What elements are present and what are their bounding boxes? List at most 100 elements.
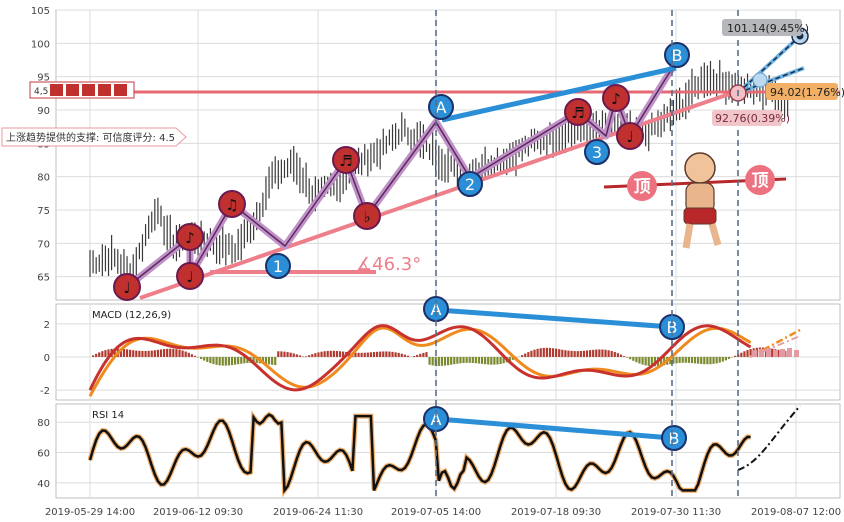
price-tick-label: 75 [37, 206, 50, 217]
rsi-projection [737, 405, 801, 471]
rsi-series [87, 410, 751, 498]
wave-B-marker [664, 42, 690, 68]
macd-projection-bar [766, 348, 771, 357]
rsi-divergence-line [437, 416, 673, 441]
resistance-flag [66, 84, 79, 96]
projection-up-arrow [737, 32, 804, 94]
wave-B-marker-label: B [672, 46, 683, 65]
note-marker [218, 190, 246, 218]
macd-panel: MACD (12,26,9) A B [88, 296, 801, 397]
x-tick-label: 2019-07-30 11:30 [631, 507, 721, 518]
note-glyph: ♬ [339, 152, 352, 170]
price-tick-label: 90 [37, 106, 50, 117]
rsi-tick-label: 60 [37, 449, 50, 460]
x-tick-label: 2019-07-05 14:00 [391, 507, 481, 518]
note-glyph: ♩ [123, 279, 130, 297]
axis-labels: 1051009590858075706520-28060402019-05-29… [31, 6, 841, 518]
support-label-box [1, 127, 187, 147]
note-glyph: ♫ [225, 196, 238, 214]
figure-shorts [683, 207, 717, 225]
resistance-label: 4,5 [34, 87, 48, 97]
macd-series [88, 324, 789, 397]
note-marker [113, 273, 141, 301]
macd-tick-label: 2 [44, 320, 50, 331]
note-glyph: ♪ [611, 90, 621, 108]
top-badge-label: 顶 [752, 171, 769, 191]
figure-head [684, 152, 716, 184]
wave-3-marker-label: 3 [592, 143, 602, 162]
note-marker [176, 223, 204, 251]
angle-label: ∡46.3° [356, 254, 421, 275]
note-glyph: ♩ [626, 128, 633, 146]
macd-tick-label: 0 [44, 353, 50, 364]
wave-A-marker [428, 94, 454, 120]
wave-2-marker [457, 171, 483, 197]
note-marker [332, 146, 360, 174]
x-tick-label: 2019-06-24 11:30 [273, 507, 363, 518]
price-tick-label: 80 [37, 173, 50, 184]
resistance-flag [50, 84, 63, 96]
macd-projection-bar [787, 348, 792, 357]
macd-projection-bar [780, 349, 785, 357]
rsi-tick-label: 80 [37, 418, 50, 429]
wave-1-marker-label: 1 [273, 257, 283, 276]
projection-mid-dash [737, 67, 805, 94]
price-tick-label: 95 [37, 73, 50, 84]
macd-tick-label: -2 [40, 386, 50, 397]
macd-projection-bar [773, 350, 778, 357]
macd-projection [749, 328, 801, 359]
macd-A-marker-label: A [431, 300, 442, 319]
top-badge-label: 顶 [634, 177, 651, 197]
resistance-flag [114, 84, 127, 96]
target-low-box [712, 110, 782, 126]
macd-projection-bar [752, 350, 757, 357]
target-low-label: 92.76(0.39%) [715, 112, 790, 125]
target-mid-marker [752, 72, 768, 88]
overlay-annotations: ∡46.3° 上涨趋势提供的支撑: 可信度评分: 4.5 4,5 101.14(9.4… [1, 10, 844, 498]
resistance-flag [98, 84, 111, 96]
rsi-panel: RSI 14 A B [87, 405, 801, 498]
target-high-box [722, 19, 802, 36]
price-tick-label: 105 [31, 6, 50, 17]
wave-3-marker [584, 139, 610, 165]
note-glyph: ♩ [186, 268, 193, 286]
support-label: 上涨趋势提供的支撑: 可信度评分: 4.5 [6, 131, 175, 144]
note-marker [353, 202, 381, 230]
price-tick-label: 65 [37, 273, 50, 284]
cartoon-figure [682, 152, 722, 249]
macd-divergence-line [437, 307, 673, 330]
note-glyph: ♭ [363, 208, 370, 226]
note-marker [564, 98, 592, 126]
price-divergence-line [441, 65, 677, 123]
rsi-tick-label: 40 [37, 479, 50, 490]
rsi-A-marker-label: A [431, 410, 442, 429]
figure-leg [708, 223, 722, 246]
rsi-line [88, 413, 751, 494]
note-marker [602, 84, 630, 112]
rsi-B-marker-label: B [669, 429, 680, 448]
figure-leg [682, 223, 694, 249]
macd-projection-bar [794, 350, 799, 357]
note-glyph: ♪ [185, 229, 195, 247]
x-tick-label: 2019-06-12 09:30 [153, 507, 243, 518]
wave-A-marker-label: A [436, 98, 447, 117]
rsi-title: RSI 14 [92, 410, 124, 421]
price-tick-label: 100 [31, 39, 50, 50]
target-mid-label: 94.02(1.76%) [770, 86, 844, 99]
macd-projection-bar [759, 349, 764, 357]
rsi-B-marker [661, 425, 687, 451]
note-marker [616, 122, 644, 150]
x-tick-label: 2019-07-18 09:30 [511, 507, 601, 518]
wave-1-marker [265, 253, 291, 279]
macd-projection [749, 335, 801, 358]
note-glyph: ♬ [571, 104, 584, 122]
x-tick-label: 2019-05-29 14:00 [45, 507, 135, 518]
x-tick-label: 2019-08-07 12:00 [751, 507, 841, 518]
resistance-flag [82, 84, 95, 96]
top-badge [627, 171, 657, 201]
target-high-label: 101.14(9.45%) [727, 22, 809, 35]
macd-line [88, 324, 752, 392]
top-badge [745, 165, 775, 195]
target-mid-box [766, 83, 838, 100]
